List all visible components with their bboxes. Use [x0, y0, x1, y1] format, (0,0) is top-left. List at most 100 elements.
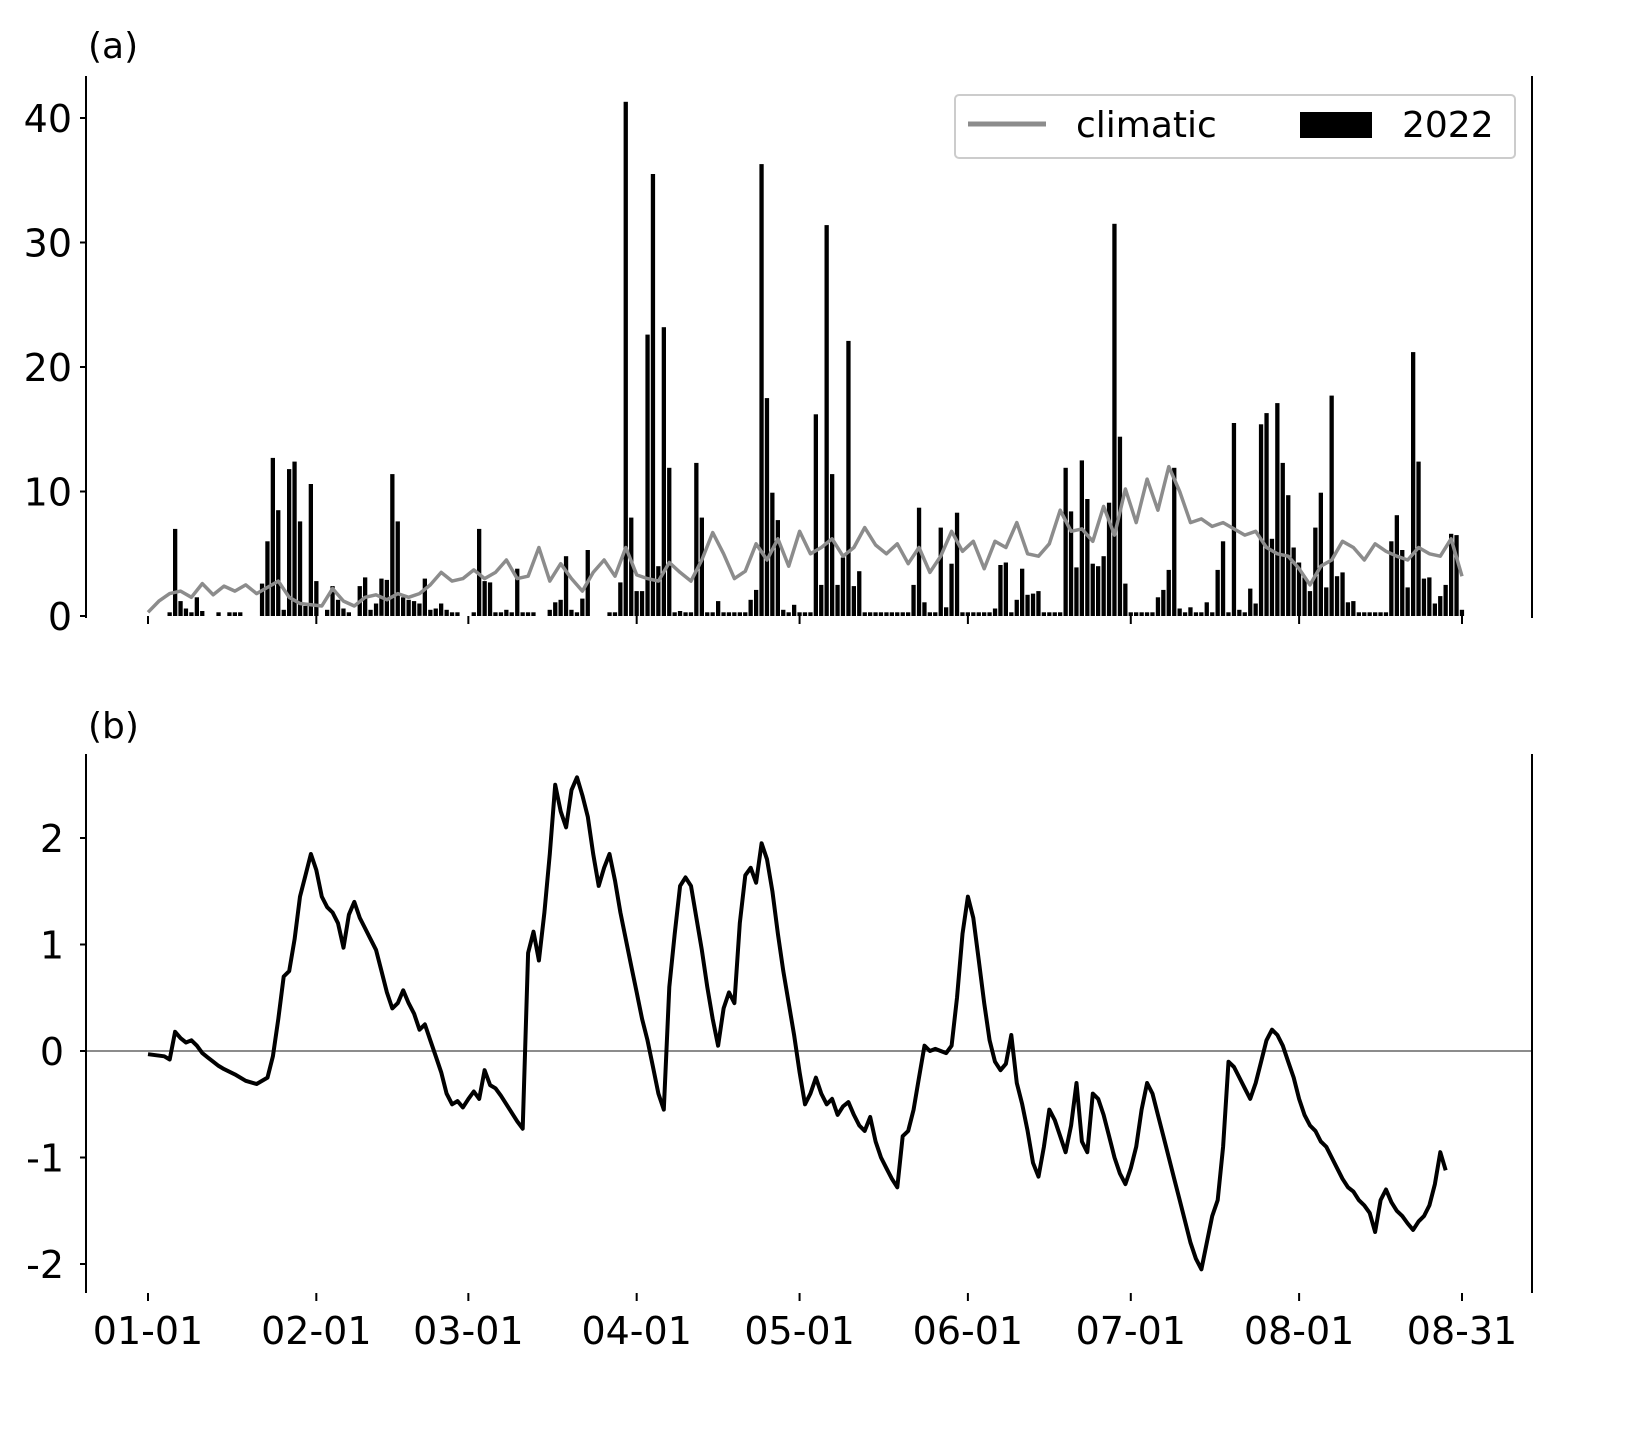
bar [1074, 567, 1079, 616]
bar [1449, 533, 1454, 616]
bar [178, 601, 183, 616]
bar [509, 612, 514, 616]
bar [270, 457, 275, 616]
bar [1334, 576, 1340, 616]
bar [705, 612, 710, 616]
panel-a-x-ticks [147, 616, 1463, 624]
bar [916, 507, 922, 616]
bar [851, 586, 856, 616]
bar [1324, 587, 1329, 616]
bar [878, 612, 884, 616]
y-tick-label: -2 [26, 1243, 64, 1287]
bar [520, 612, 525, 616]
bar [1041, 612, 1046, 616]
bar [1313, 527, 1318, 616]
bar [1340, 572, 1345, 616]
bar [770, 492, 775, 616]
bar [1264, 413, 1269, 616]
panel-b-index-chart: (b) -2 -1 0 1 2 01-01 02-01 03-01 04-01 05-01 06-… [26, 706, 1533, 1353]
bar [183, 608, 189, 616]
bar [1367, 612, 1372, 616]
bar [1291, 547, 1296, 616]
bar [1085, 499, 1090, 616]
y-tick-label: 0 [40, 1030, 64, 1074]
bar [623, 101, 628, 617]
bar [716, 601, 721, 616]
bar [710, 612, 715, 616]
bar [976, 612, 981, 616]
bar [444, 609, 449, 616]
bar [553, 602, 558, 616]
y-tick-label: 0 [48, 595, 72, 639]
y-tick-label: 2 [40, 817, 64, 861]
bar [482, 581, 487, 616]
bar [1172, 467, 1177, 616]
bar [276, 510, 281, 616]
bar [314, 581, 319, 616]
bar [862, 612, 867, 616]
x-tick-label: 06-01 [913, 1309, 1023, 1353]
bar [868, 612, 873, 616]
bar [938, 527, 943, 616]
bar [661, 327, 666, 616]
bar [1199, 612, 1204, 616]
bar [694, 462, 699, 616]
bar [1220, 541, 1226, 616]
bar [227, 612, 232, 616]
bar [688, 612, 694, 616]
bar [1079, 460, 1084, 616]
bar [906, 612, 911, 616]
bar [884, 612, 889, 616]
bar [672, 612, 677, 616]
bar [1226, 612, 1231, 616]
bar [1237, 609, 1242, 616]
x-tick-label: 03-01 [413, 1309, 523, 1353]
bar [759, 164, 764, 616]
bar [303, 606, 308, 616]
bar [781, 609, 786, 616]
bar [895, 612, 900, 616]
bar [819, 584, 824, 616]
bar [265, 541, 270, 616]
bar [667, 467, 672, 616]
bar [558, 599, 563, 616]
bar [1345, 602, 1351, 616]
bar [373, 603, 379, 616]
bar [1378, 612, 1383, 616]
bar [922, 602, 927, 616]
bar [965, 612, 970, 616]
bar [504, 609, 509, 616]
bar [292, 461, 297, 616]
bar [835, 584, 840, 616]
bar [1373, 612, 1378, 616]
bar [1275, 403, 1280, 616]
panel-b-x-ticks: 01-01 02-01 03-01 04-01 05-01 06-01 07-01 08-01… [93, 1293, 1517, 1353]
y-tick-label: 40 [24, 97, 72, 141]
bar [748, 599, 753, 616]
y-tick-label: 20 [24, 346, 72, 390]
bar [960, 612, 965, 616]
panel-a-label: (a) [88, 26, 138, 67]
bar [1242, 612, 1247, 616]
y-tick-label: 1 [40, 924, 64, 968]
index-line [147, 775, 1448, 1272]
bar [341, 608, 346, 616]
legend: climatic 2022 [954, 94, 1516, 159]
bar [1454, 535, 1459, 616]
bar [1020, 568, 1025, 616]
bar [325, 609, 330, 616]
bar [1389, 541, 1394, 616]
bar [1258, 424, 1264, 616]
bar [287, 469, 292, 616]
bar [830, 474, 835, 616]
bar [900, 612, 905, 616]
bar [629, 517, 634, 616]
x-tick-label: 07-01 [1076, 1309, 1186, 1353]
bar [754, 589, 759, 616]
bar [1058, 612, 1063, 616]
bar [889, 612, 894, 616]
bar [1014, 599, 1019, 616]
bar [498, 612, 504, 616]
bar [775, 520, 780, 616]
